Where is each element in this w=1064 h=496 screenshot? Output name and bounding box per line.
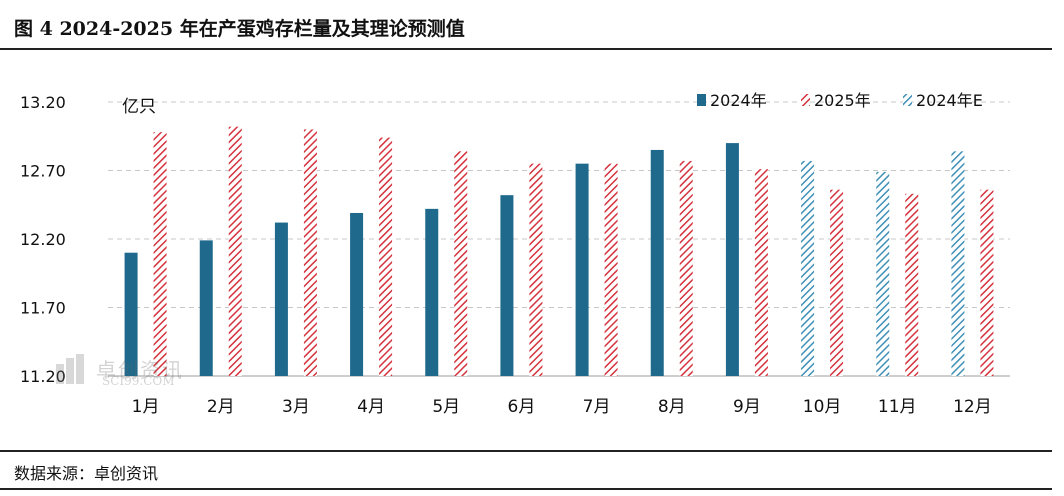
x-tick-label: 4月 <box>357 397 385 417</box>
legend: 2024年 2025年 2024年E <box>697 91 983 110</box>
y-tick-label: 12.20 <box>20 230 66 249</box>
legend-swatch <box>903 94 912 106</box>
title-divider <box>0 48 1052 50</box>
x-tick-label: 5月 <box>432 397 460 417</box>
y-tick-label: 12.70 <box>20 162 66 181</box>
y-tick-label: 11.70 <box>20 299 66 318</box>
x-tick-label: 2月 <box>207 397 235 417</box>
chart-title: 图 4 2024-2025 年在产蛋鸡存栏量及其理论预测值 <box>14 18 465 40</box>
x-tick-label: 11月 <box>878 397 917 417</box>
bar-2025年 <box>905 193 919 376</box>
chart: 11.20 11.70 12.20 12.70 13.20 1月 2月 3月 4月 5月 6月 7月… <box>20 91 1010 417</box>
bar-2024年E <box>951 151 965 376</box>
bar-2025年 <box>604 163 618 376</box>
bar-2025年 <box>153 132 167 376</box>
bar-2025年 <box>454 151 468 376</box>
x-tick-label: 3月 <box>282 397 310 417</box>
bar-2024年 <box>425 208 439 376</box>
y-tick-label: 11.20 <box>20 367 66 386</box>
y-tick-label: 13.20 <box>20 93 66 112</box>
x-tick-label: 9月 <box>733 397 761 417</box>
source-divider <box>0 450 1052 452</box>
source-text: 数据来源：卓创资讯 <box>14 464 159 483</box>
x-tick-label: 8月 <box>658 397 686 417</box>
bar-2025年 <box>754 169 768 376</box>
bar-2024年 <box>500 195 514 376</box>
legend-swatch <box>801 94 810 106</box>
legend-swatch <box>697 94 706 106</box>
grid-lines <box>108 101 1010 308</box>
bar-2025年 <box>980 189 994 376</box>
title-bar: 图 4 2024-2025 年在产蛋鸡存栏量及其理论预测值 <box>0 0 1064 52</box>
legend-label: 2025年 <box>814 91 871 110</box>
bar-2025年 <box>379 137 393 376</box>
bars <box>124 126 994 376</box>
bar-2025年 <box>529 163 543 376</box>
unit-label: 亿只 <box>122 97 156 117</box>
y-axis: 11.20 11.70 12.20 12.70 13.20 <box>20 93 1010 386</box>
bar-2024年 <box>124 252 138 376</box>
x-tick-label: 6月 <box>508 397 536 417</box>
x-tick-label: 1月 <box>132 397 160 417</box>
bar-2024年 <box>725 143 739 376</box>
bar-2025年 <box>830 189 844 376</box>
bar-2024年 <box>350 212 364 376</box>
bottom-divider <box>0 488 1052 490</box>
x-tick-label: 7月 <box>583 397 611 417</box>
x-tick-label: 10月 <box>803 397 842 417</box>
bar-2024年 <box>575 163 589 376</box>
legend-label: 2024年E <box>916 91 983 110</box>
bar-2024年 <box>199 240 213 376</box>
bar-2025年 <box>228 126 242 376</box>
bar-2024年E <box>876 171 890 376</box>
legend-label: 2024年 <box>710 91 767 110</box>
bar-2024年E <box>801 160 815 376</box>
x-tick-label: 12月 <box>953 397 992 417</box>
x-axis: 1月 2月 3月 4月 5月 6月 7月 8月 9月 10月 11月 12月 <box>132 397 992 417</box>
bar-2025年 <box>303 129 317 376</box>
bar-2025年 <box>679 160 693 376</box>
bar-2024年 <box>274 222 288 376</box>
bar-2024年 <box>650 149 664 376</box>
